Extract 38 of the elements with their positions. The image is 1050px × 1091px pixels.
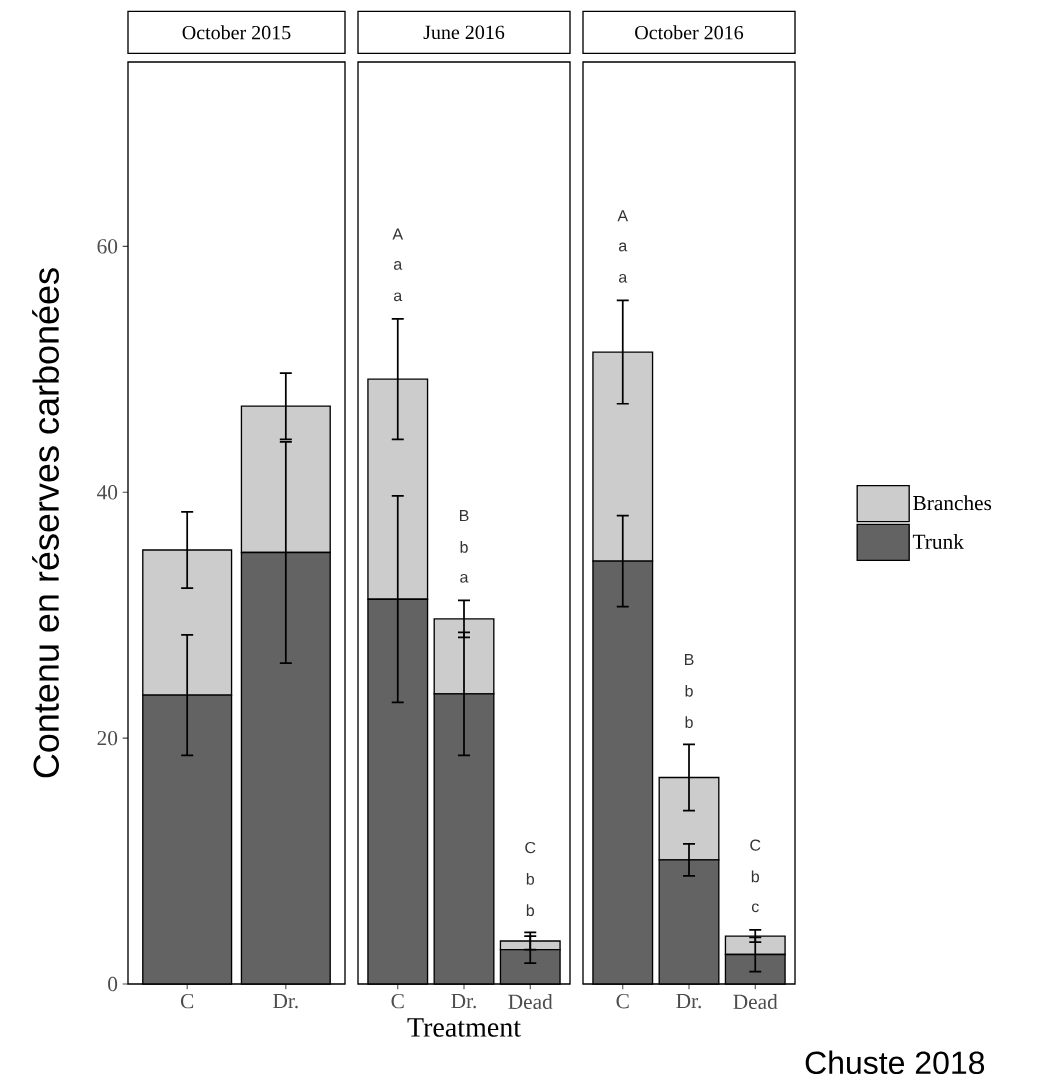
chart-title: October 2015 — [182, 25, 291, 40]
annotation: b — [460, 541, 468, 553]
x-tick-label: C — [180, 994, 194, 1009]
annotation: B — [459, 510, 469, 522]
annotation: A — [617, 210, 629, 222]
annotation: a — [393, 292, 403, 302]
x-tick-label: C — [616, 994, 629, 1009]
annotation: b — [526, 873, 535, 885]
annotation: a — [460, 573, 469, 583]
annotation: b — [685, 684, 693, 697]
annotation: C — [525, 841, 536, 854]
x-axis-title: Treatment — [407, 1018, 521, 1037]
y-tick-label: 40 — [97, 485, 118, 500]
annotation: a — [393, 261, 403, 270]
annotation: A — [392, 228, 404, 240]
y-tick-label: 60 — [97, 239, 118, 254]
annotation: C — [750, 839, 761, 851]
annotation: a — [618, 242, 628, 252]
annotation: a — [618, 273, 628, 283]
y-tick-label: 20 — [97, 730, 118, 746]
y-tick-label: 0 — [108, 976, 118, 992]
x-tick-label: Dr. — [451, 994, 476, 1009]
chart-title: June 2016 — [423, 25, 505, 40]
chart-title: October 2016 — [635, 25, 744, 40]
x-tick-label: Dr. — [676, 994, 701, 1009]
text: Chuste 2018 — [805, 1050, 985, 1075]
y-axis-title: Contenu en réserves carbonées — [32, 268, 59, 778]
annotation: b — [751, 870, 760, 883]
legend-label: Branches — [913, 495, 992, 511]
x-tick-label: Dr. — [273, 994, 298, 1009]
annotation: c — [751, 903, 759, 913]
legend-label: Trunk — [912, 533, 964, 549]
annotation: b — [526, 904, 535, 917]
annotation: b — [685, 716, 693, 729]
x-tick-label: Dead — [733, 994, 778, 1010]
annotation: B — [684, 653, 694, 665]
x-tick-label: Dead — [508, 994, 553, 1010]
x-tick-label: C — [391, 994, 404, 1009]
